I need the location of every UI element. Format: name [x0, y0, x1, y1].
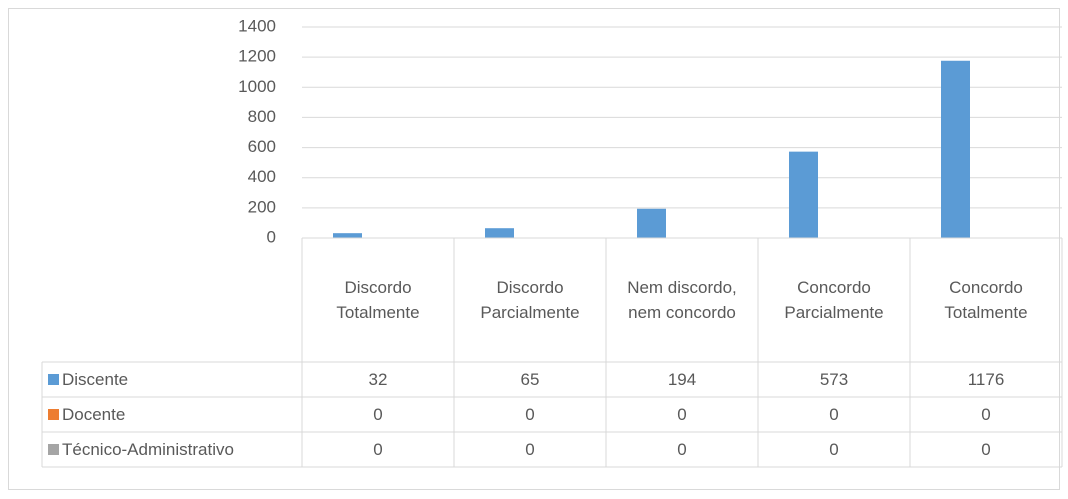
category-label: Concordo Parcialmente: [784, 278, 884, 322]
table-value: 32: [368, 370, 388, 389]
legend-label: Discente: [62, 370, 129, 389]
table-value: 194: [667, 370, 697, 389]
y-tick-label: 400: [248, 167, 276, 186]
table-value: 0: [829, 405, 839, 424]
table-value: 0: [981, 405, 991, 424]
table-value: 0: [981, 440, 991, 459]
bar: [485, 228, 514, 238]
category-label: Concordo Totalmente: [944, 278, 1028, 322]
legend-key: [48, 444, 59, 455]
y-tick-label: 600: [248, 137, 276, 156]
table-value: 65: [520, 370, 540, 389]
table-value: 0: [525, 405, 535, 424]
table-value: 0: [829, 440, 839, 459]
legend-label: Docente: [62, 405, 126, 424]
bar: [941, 60, 970, 239]
bar: [789, 151, 818, 238]
bar: [637, 208, 666, 238]
legend-key: [48, 409, 59, 420]
table-value: 0: [373, 405, 383, 424]
table-value: 1176: [967, 370, 1005, 389]
legend-key: [48, 374, 59, 385]
table-value: 573: [819, 370, 849, 389]
table-value: 0: [677, 440, 687, 459]
category-label: Nem discordo, nem concordo: [627, 278, 737, 322]
y-tick-label: 200: [248, 197, 276, 216]
legend-entry: Técnico-Administrativo: [42, 432, 302, 467]
legend-entry: Docente: [42, 397, 302, 432]
chart-border: [8, 8, 1060, 490]
y-tick-label: 800: [248, 107, 276, 126]
y-tick-label: 1200: [238, 47, 276, 66]
table-value: 0: [373, 440, 383, 459]
table-value: 0: [677, 405, 687, 424]
table-value: 0: [525, 440, 535, 459]
legend-label: Técnico-Administrativo: [62, 440, 234, 459]
bar: [333, 233, 362, 238]
category-label: Discordo Parcialmente: [480, 278, 580, 322]
y-tick-label: 0: [267, 227, 276, 246]
legend-entry: Discente: [42, 362, 302, 397]
y-tick-label: 1000: [238, 77, 276, 96]
y-tick-label: 1400: [238, 16, 276, 35]
category-label: Discordo Totalmente: [336, 278, 420, 322]
